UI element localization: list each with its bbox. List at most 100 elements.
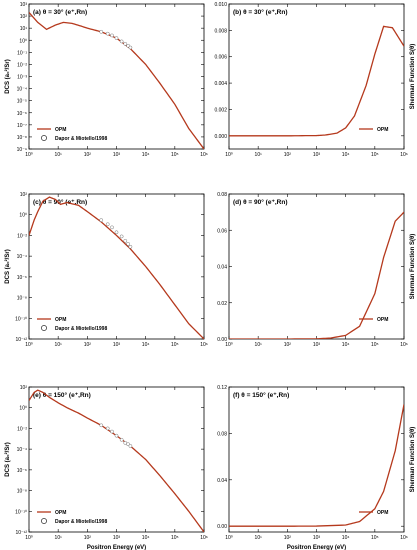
y-tick-label: 10² [20,385,28,391]
y-tick-label: 0.02 [217,301,227,307]
x-tick-label: 10² [84,342,92,348]
panel-label: (a) θ = 30° (e⁺,Rn) [33,8,87,16]
x-tick-label: 10⁴ [342,535,350,541]
y-axis-title: DCS (a₀²/Sr) [4,59,11,93]
x-tick-label: 10¹ [55,342,63,348]
x-tick-label: 10² [284,152,292,158]
y-tick-label: 10⁻¹ [17,50,27,56]
legend-label: OPM [55,317,66,323]
y-tick-label: 10⁻⁴ [17,447,27,453]
panel-label: (f) θ = 150° (e⁺,Rn) [233,391,289,399]
data-point [99,218,104,222]
y-tick-label: 10⁻⁵ [17,99,27,105]
data-point [126,242,130,246]
series-line-opm [29,12,204,149]
x-tick-label: 10⁵ [371,152,379,158]
y-tick-label: 0.010 [214,2,227,8]
x-tick-label: 10⁴ [342,342,350,348]
y-tick-label: 0.06 [217,228,227,234]
data-point [110,225,114,230]
data-point [99,423,104,428]
data-point [110,33,114,38]
x-tick-label: 10⁵ [171,535,179,541]
y-tick-label: 10⁻³ [17,75,27,81]
y-tick-label: 0.008 [214,28,227,34]
series-line-opm [229,25,404,137]
legend-label: OPM [55,510,66,516]
legend-label: Dapor & Miotello/1998 [55,326,107,332]
panel-label: (b) θ = 30° (e⁺,Rn) [233,8,288,16]
y-axis-title: Sherman Function S(θ) [410,427,416,493]
y-tick-label: 10⁻¹⁰ [15,316,27,322]
data-point [123,42,128,46]
series-line-opm [29,389,204,532]
legend-label: Dapor & Miotello/1998 [55,519,107,525]
data-point [114,36,119,40]
x-tick-label: 10² [84,535,92,541]
y-tick-label: 10⁻⁶ [17,111,27,117]
y-tick-label: 10⁻⁴ [17,87,27,93]
x-tick-label: 10⁰ [25,152,33,158]
x-tick-label: 10³ [113,535,121,541]
data-point [128,45,133,50]
x-tick-label: 10¹ [55,535,63,541]
series-line-opm [29,196,204,339]
x-tick-label: 10⁵ [171,342,179,348]
x-tick-label: 10¹ [255,535,263,541]
y-tick-label: 10⁻⁴ [17,254,27,260]
x-tick-label: 10⁴ [142,152,150,158]
x-tick-label: 10² [84,152,92,158]
panel-c: 10⁰ 10¹ 10² 10³ 10⁴ 10⁵ 10⁶ 10⁻¹² 10⁻¹⁰ 10⁻⁸ 10⁻⁶ 1… [4,192,208,348]
x-tick-label: 10⁰ [25,342,33,348]
y-tick-label: 10⁻⁹ [17,147,27,153]
data-point [105,426,110,431]
y-tick-label: 10⁻⁸ [17,135,27,141]
x-tick-label: 10⁵ [371,535,379,541]
panel-e: 10⁰ 10¹ 10² 10³ 10⁴ 10⁵ 10⁶ 10⁻¹² 10⁻¹⁰ 10⁻⁸ 10⁻⁶ 1… [4,385,208,550]
data-point [99,30,104,34]
y-tick-label: 0.006 [214,55,227,61]
panel-d: 10⁰ 10¹ 10² 10³ 10⁴ 10⁵ 10⁶ 0.00 0.02 0.04 0.06 0.0… [217,192,416,348]
y-tick-label: 10⁰ [19,406,27,412]
x-tick-label: 10⁰ [225,535,233,541]
x-tick-label: 10⁴ [142,535,150,541]
legend-label: OPM [55,127,66,133]
y-tick-label: 10² [20,192,28,198]
x-tick-label: 10⁴ [342,152,350,158]
legend-label: OPM [377,127,388,133]
x-tick-label: 10⁰ [225,342,233,348]
x-tick-label: 10⁶ [200,342,208,348]
y-tick-label: 0.000 [214,134,227,140]
y-axis-title: Sherman Function S(θ) [410,44,416,110]
legend-label: OPM [377,317,388,323]
y-tick-label: 0.002 [214,107,227,113]
panel-label: (e) θ = 150° (e⁺,Rn) [33,391,91,399]
x-tick-label: 10⁰ [225,152,233,158]
data-point [114,230,119,235]
data-point [105,31,110,36]
x-tick-label: 10⁴ [142,342,150,348]
y-tick-label: 0.00 [217,337,227,343]
data-point [114,433,119,438]
x-tick-label: 10³ [113,342,121,348]
x-tick-label: 10¹ [255,342,263,348]
legend-swatch-marker [41,135,47,141]
legend-swatch-marker [41,518,47,524]
series-line-opm [229,211,404,339]
y-tick-label: 0.04 [217,478,227,484]
data-point [126,442,130,447]
y-tick-label: 10⁻⁸ [17,489,27,495]
y-tick-label: 0.08 [217,431,227,437]
y-tick-label: 10⁰ [19,213,27,219]
y-tick-label: 10⁻⁶ [17,468,27,474]
x-tick-label: 10³ [313,342,321,348]
x-tick-label: 10⁵ [371,342,379,348]
panel-f: 10⁰ 10¹ 10² 10³ 10⁴ 10⁵ 10⁶ 0.00 0.04 0.08 0.12 (f)… [217,385,416,550]
y-tick-label: 10² [20,14,28,20]
x-tick-label: 10⁶ [200,152,208,158]
x-tick-label: 10⁶ [400,342,408,348]
y-tick-label: 10⁻² [17,62,27,68]
x-axis-title: Positron Energy (eV) [87,545,146,550]
y-tick-label: 10⁰ [19,38,27,44]
y-tick-label: 10⁻¹² [15,337,27,343]
